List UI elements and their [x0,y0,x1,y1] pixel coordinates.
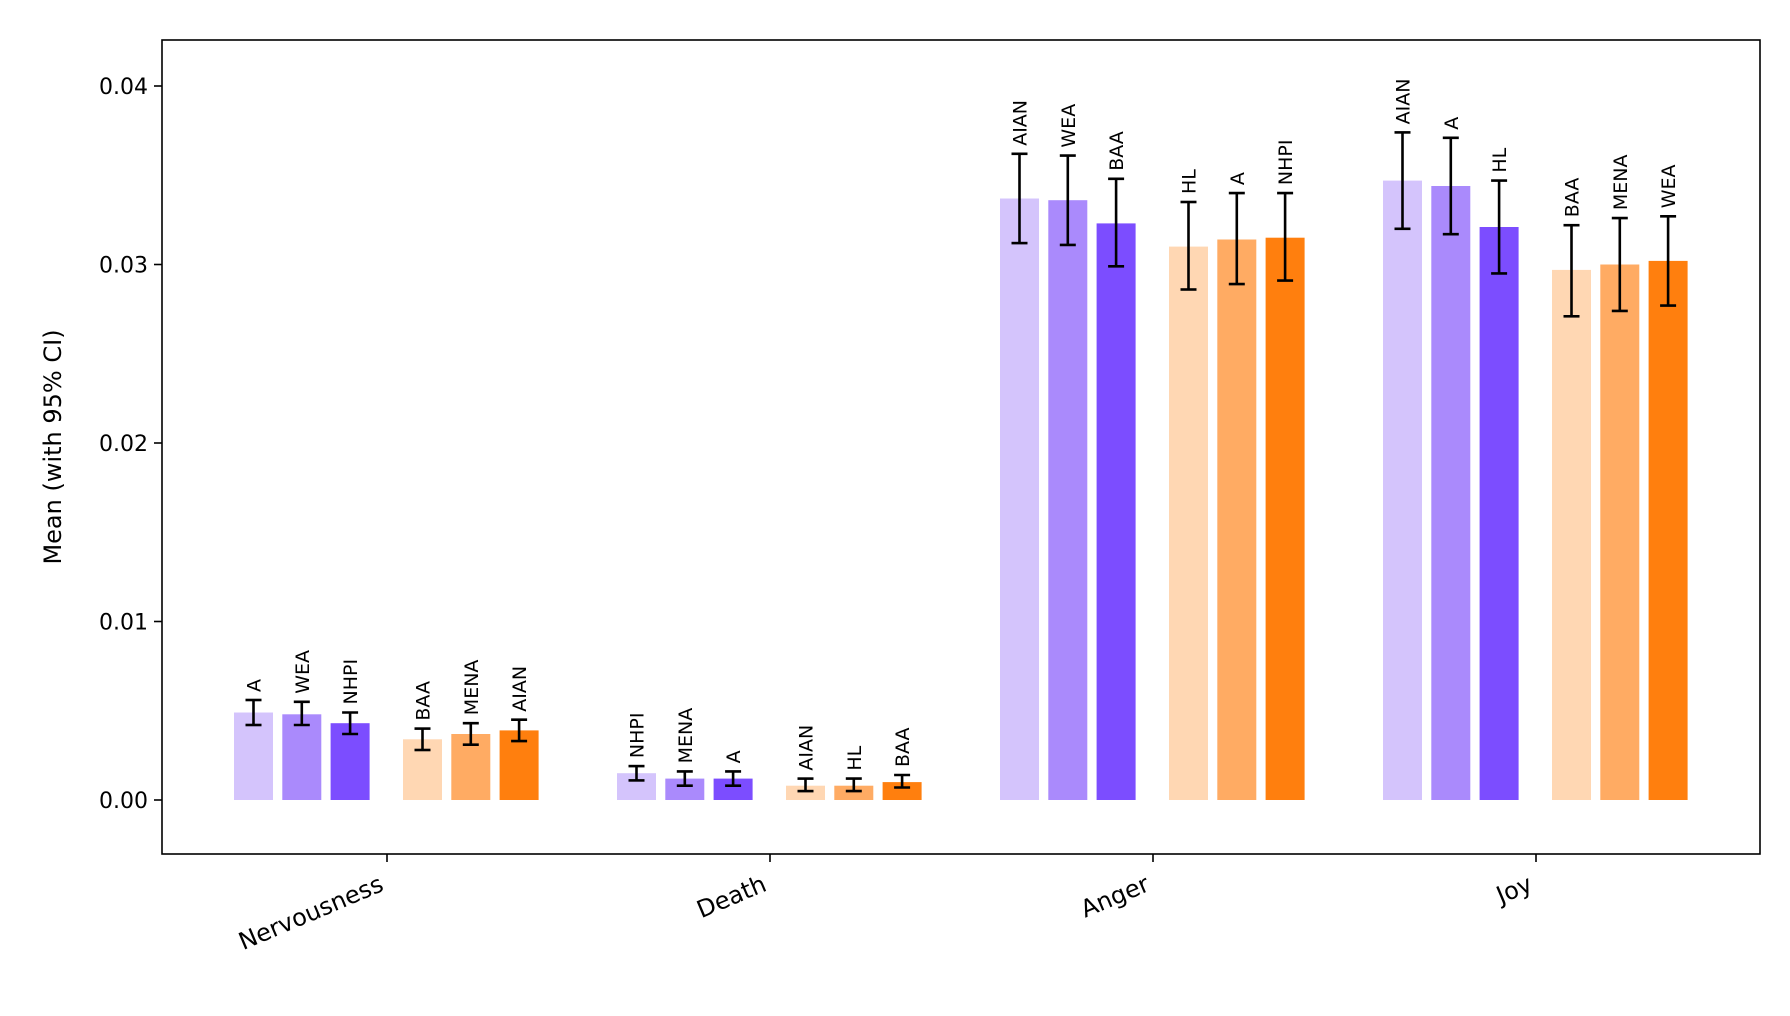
bar-label-death-nhpi: NHPI [627,713,649,759]
bar-label-anger-a: A [1227,172,1249,185]
y-tick-label: 0.03 [99,254,148,279]
y-tick-label: 0.00 [99,789,148,814]
bar-death-a [713,778,753,800]
bar-label-anger-nhpi: NHPI [1275,140,1297,186]
bar-anger-aian [1000,198,1039,800]
bar-death-mena [665,778,705,800]
bar-death-baa [882,782,922,800]
error-bar-death-a [725,770,742,788]
y-tick-label: 0.01 [99,611,148,636]
x-tick-label-nervousness: Nervousness [234,870,387,956]
bar-anger-hl [1169,246,1208,801]
bar-joy-mena [1600,264,1640,800]
bar-joy-wea [1648,260,1688,800]
bar-label-nervousness-wea: WEA [292,650,314,694]
error-bar-nervousness-mena [462,721,479,747]
bar-label-joy-hl: HL [1489,147,1511,172]
error-bar-joy-aian [1394,131,1411,231]
bar-anger-baa [1096,223,1136,800]
y-tick-label: 0.02 [99,432,148,457]
bar-label-nervousness-aian: AIAN [509,666,531,712]
error-bar-anger-nhpi [1277,191,1294,282]
bar-nervousness-a [234,712,273,800]
bar-anger-wea [1048,200,1088,800]
x-tick-label-anger: Anger [1077,870,1154,924]
bar-label-anger-baa: BAA [1106,131,1128,171]
bar-anger-a [1217,239,1257,800]
error-bar-joy-hl [1491,179,1508,275]
error-bars-layer [245,131,1677,793]
error-bar-death-baa [894,773,911,789]
bar-death-aian [786,785,825,800]
error-bar-anger-baa [1108,177,1125,268]
bar-joy-baa [1552,269,1591,800]
x-tick-label-joy: Joy [1490,870,1536,911]
error-bar-death-nhpi [628,764,645,782]
error-bar-nervousness-wea [293,700,310,727]
bar-label-death-hl: HL [844,745,866,770]
bar-label-nervousness-a: A [244,679,266,692]
bar-labels-layer: A WEA NHPI BAA MENA AIAN NHPI MENA A AIAN HL BAA AIA… [244,79,1681,771]
bar-anger-nhpi [1265,237,1305,800]
bar-joy-a [1431,186,1471,800]
bars-layer [234,180,1688,801]
error-bar-death-hl [845,777,862,793]
error-bar-joy-wea [1660,215,1677,307]
y-axis-label: Mean (with 95% CI) [39,329,67,564]
bar-label-nervousness-mena: MENA [461,660,483,716]
bar-joy-aian [1383,180,1422,801]
error-bar-death-aian [797,777,814,793]
error-bar-joy-baa [1563,223,1580,318]
error-bar-joy-a [1442,136,1459,236]
x-tick-label-death: Death [693,870,771,924]
error-bar-anger-wea [1059,154,1076,247]
bar-label-joy-mena: MENA [1610,154,1632,210]
x-axis: Nervousness Death Anger Joy [234,854,1537,956]
bar-label-joy-a: A [1441,117,1463,130]
error-bar-nervousness-baa [414,727,431,752]
bar-label-death-mena: MENA [675,708,697,764]
bar-joy-hl [1479,227,1519,800]
bar-nervousness-wea [282,714,322,800]
error-bar-joy-mena [1611,216,1628,313]
y-tick-label: 0.04 [99,75,148,100]
y-axis: 0.00 0.01 0.02 0.03 0.04 [99,75,162,814]
error-bar-nervousness-aian [511,718,528,743]
error-bar-death-mena [676,770,693,788]
bar-label-anger-aian: AIAN [1010,100,1032,146]
error-bar-anger-hl [1180,200,1197,291]
bar-label-nervousness-baa: BAA [413,681,435,721]
bar-label-death-aian: AIAN [796,725,818,771]
error-bar-nervousness-nhpi [342,711,359,736]
error-bar-anger-a [1228,191,1245,286]
bar-label-anger-wea: WEA [1058,104,1080,148]
bar-label-joy-baa: BAA [1562,178,1584,218]
bar-label-death-a: A [723,750,745,763]
error-bar-anger-aian [1011,152,1028,245]
bar-label-nervousness-nhpi: NHPI [340,659,362,705]
bar-label-anger-hl: HL [1179,169,1201,194]
bar-death-hl [834,785,874,800]
bar-nervousness-nhpi [330,723,370,800]
bar-label-death-baa: BAA [892,727,914,767]
error-bar-nervousness-a [245,698,262,727]
bar-label-joy-wea: WEA [1658,165,1680,209]
bar-label-joy-aian: AIAN [1393,79,1415,125]
plot-frame [161,39,1761,855]
